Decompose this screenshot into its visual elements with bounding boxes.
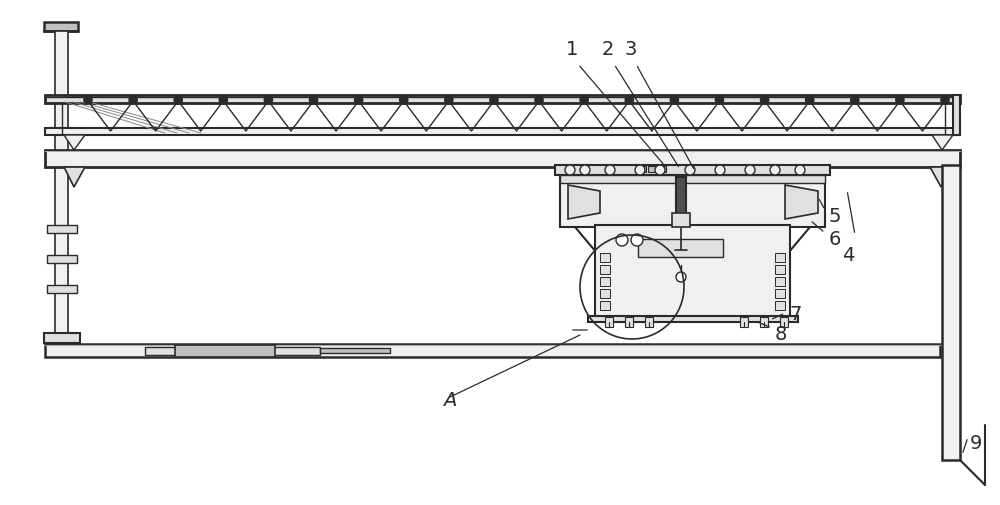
Bar (175, 345, 275, 358)
Bar (760, 317, 768, 327)
Circle shape (655, 166, 665, 176)
Bar (47, 256, 77, 264)
Text: 2: 2 (602, 40, 614, 59)
Circle shape (605, 166, 615, 176)
Bar (658, 167, 666, 173)
Circle shape (770, 166, 780, 176)
Bar (740, 317, 748, 327)
Bar (45, 344, 940, 358)
Circle shape (445, 97, 453, 105)
Circle shape (795, 166, 805, 176)
Bar (600, 301, 610, 311)
Text: 7: 7 (789, 304, 801, 323)
Bar (560, 176, 825, 184)
Circle shape (580, 97, 588, 105)
Text: 8: 8 (775, 324, 787, 343)
Circle shape (355, 97, 363, 105)
Bar (45, 96, 960, 104)
Circle shape (635, 166, 645, 176)
Polygon shape (64, 168, 85, 188)
Circle shape (219, 97, 227, 105)
Bar (775, 277, 785, 286)
Circle shape (851, 97, 859, 105)
Bar (44, 23, 78, 32)
Bar (780, 317, 788, 327)
Polygon shape (930, 168, 952, 188)
Circle shape (715, 166, 725, 176)
Circle shape (761, 97, 769, 105)
Bar (775, 254, 785, 263)
Bar (45, 150, 960, 168)
Circle shape (896, 97, 904, 105)
Bar (600, 266, 610, 274)
Bar (555, 166, 830, 176)
Bar (645, 317, 653, 327)
Circle shape (745, 166, 755, 176)
Bar (588, 316, 798, 322)
Text: 5: 5 (829, 206, 841, 225)
Circle shape (631, 234, 643, 246)
Text: 1: 1 (566, 40, 578, 59)
Bar (775, 289, 785, 298)
Bar (47, 226, 77, 233)
Circle shape (806, 97, 814, 105)
Circle shape (580, 166, 590, 176)
Circle shape (625, 97, 633, 105)
Circle shape (670, 97, 678, 105)
Bar (625, 317, 633, 327)
Text: 6: 6 (829, 229, 841, 248)
Bar (942, 166, 960, 460)
Circle shape (129, 97, 137, 105)
Text: A: A (443, 390, 457, 409)
Bar (44, 333, 80, 343)
Bar (605, 317, 613, 327)
Bar (600, 277, 610, 286)
Circle shape (310, 97, 318, 105)
Bar (775, 301, 785, 311)
Circle shape (685, 166, 695, 176)
Bar (638, 167, 646, 173)
Circle shape (676, 273, 686, 282)
Text: 9: 9 (970, 434, 982, 452)
Circle shape (616, 234, 628, 246)
Bar (595, 226, 790, 320)
Circle shape (174, 97, 182, 105)
Bar (638, 239, 723, 258)
Circle shape (565, 166, 575, 176)
Polygon shape (64, 136, 85, 150)
Circle shape (400, 97, 408, 105)
Bar (47, 285, 77, 293)
Circle shape (535, 97, 543, 105)
Text: 4: 4 (842, 245, 854, 265)
Text: 3: 3 (625, 40, 637, 59)
Bar (600, 289, 610, 298)
Circle shape (264, 97, 272, 105)
Circle shape (941, 97, 949, 105)
Polygon shape (932, 136, 953, 150)
Bar (775, 266, 785, 274)
Bar (560, 176, 825, 228)
Bar (676, 178, 686, 216)
Circle shape (84, 97, 92, 105)
Bar (600, 254, 610, 263)
Circle shape (715, 97, 723, 105)
Bar (145, 347, 320, 356)
Circle shape (490, 97, 498, 105)
Bar (45, 129, 960, 136)
Bar (55, 32, 68, 335)
Bar (672, 214, 690, 228)
Polygon shape (568, 186, 600, 220)
Bar (648, 167, 656, 173)
Bar (953, 96, 960, 136)
Bar (320, 348, 390, 354)
Polygon shape (785, 186, 818, 220)
